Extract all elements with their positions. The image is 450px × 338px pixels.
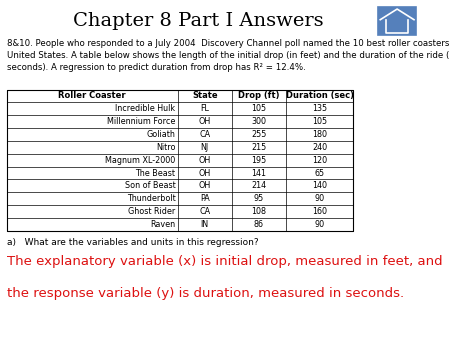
Text: NJ: NJ — [201, 143, 209, 152]
Bar — [7, 90, 353, 231]
Text: Duration (sec): Duration (sec) — [285, 92, 354, 100]
Text: Thunderbolt: Thunderbolt — [127, 194, 176, 203]
Text: 214: 214 — [251, 182, 266, 190]
Text: 65: 65 — [315, 169, 324, 177]
Text: 300: 300 — [251, 117, 266, 126]
Text: The Beast: The Beast — [135, 169, 176, 177]
Text: 90: 90 — [315, 194, 324, 203]
Text: 215: 215 — [251, 143, 266, 152]
Text: 255: 255 — [251, 130, 266, 139]
Text: Magnum XL-2000: Magnum XL-2000 — [105, 156, 176, 165]
Text: 90: 90 — [315, 220, 324, 229]
Text: 240: 240 — [312, 143, 327, 152]
Text: a)   What are the variables and units in this regression?: a) What are the variables and units in t… — [7, 238, 258, 247]
Text: 160: 160 — [312, 207, 327, 216]
Text: Incredible Hulk: Incredible Hulk — [115, 104, 176, 113]
Text: Nitro: Nitro — [156, 143, 176, 152]
Text: FL: FL — [200, 104, 209, 113]
Text: Millennium Force: Millennium Force — [107, 117, 176, 126]
FancyBboxPatch shape — [378, 7, 416, 35]
Text: Goliath: Goliath — [147, 130, 176, 139]
Text: 95: 95 — [254, 194, 264, 203]
Text: the response variable (y) is duration, measured in seconds.: the response variable (y) is duration, m… — [7, 287, 404, 299]
Text: 141: 141 — [251, 169, 266, 177]
Text: 195: 195 — [251, 156, 266, 165]
Text: 180: 180 — [312, 130, 327, 139]
Text: PA: PA — [200, 194, 210, 203]
Text: 86: 86 — [254, 220, 264, 229]
Text: OH: OH — [198, 156, 211, 165]
Text: OH: OH — [198, 117, 211, 126]
Text: 135: 135 — [312, 104, 327, 113]
Text: 120: 120 — [312, 156, 327, 165]
Text: 105: 105 — [312, 117, 327, 126]
Text: 105: 105 — [251, 104, 266, 113]
Text: CA: CA — [199, 207, 210, 216]
Text: Son of Beast: Son of Beast — [125, 182, 176, 190]
Text: OH: OH — [198, 182, 211, 190]
Text: CA: CA — [199, 130, 210, 139]
Text: Chapter 8 Part I Answers: Chapter 8 Part I Answers — [73, 12, 323, 30]
Text: 140: 140 — [312, 182, 327, 190]
Text: Ghost Rider: Ghost Rider — [128, 207, 176, 216]
Text: The explanatory variable (x) is initial drop, measured in feet, and: The explanatory variable (x) is initial … — [7, 255, 442, 267]
Text: OH: OH — [198, 169, 211, 177]
Text: Roller Coaster: Roller Coaster — [58, 92, 126, 100]
Text: State: State — [192, 92, 217, 100]
Text: 8&10. People who responded to a July 2004  Discovery Channel poll named the 10 b: 8&10. People who responded to a July 200… — [7, 39, 450, 72]
Text: Drop (ft): Drop (ft) — [238, 92, 279, 100]
Text: IN: IN — [201, 220, 209, 229]
Text: 108: 108 — [251, 207, 266, 216]
Text: Raven: Raven — [150, 220, 176, 229]
